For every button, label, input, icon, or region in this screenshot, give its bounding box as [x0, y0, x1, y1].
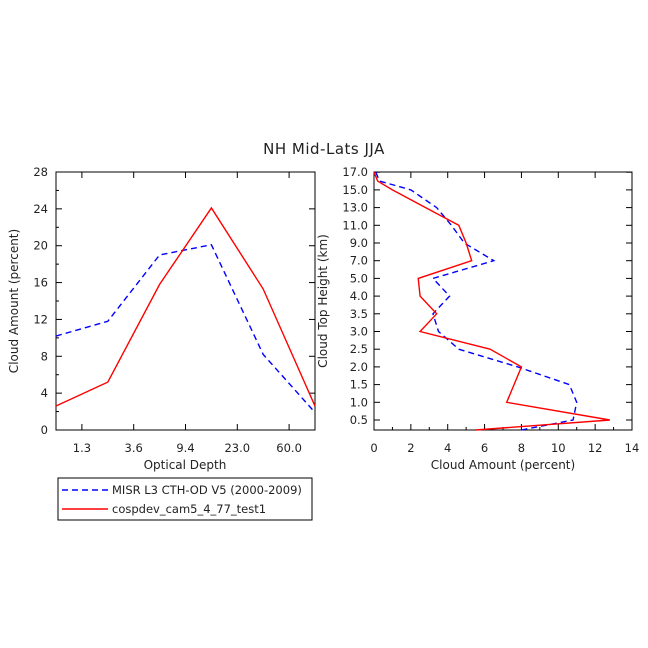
- right-series-line-cosp: [373, 171, 611, 431]
- right-y-tick-label: 11.0: [342, 218, 368, 232]
- left-y-tick-label: 28: [33, 165, 48, 179]
- right-y-tick-label: 7.0: [350, 254, 368, 268]
- right-y-tick-label: 1.0: [350, 395, 368, 409]
- right-y-tick-label: 13.0: [342, 201, 368, 215]
- left-y-tick-label: 0: [41, 423, 48, 437]
- right-x-axis-label: Cloud Amount (percent): [431, 458, 575, 472]
- right-y-tick-label: 2.0: [350, 360, 368, 374]
- right-x-tick-label: 12: [588, 441, 603, 455]
- right-y-tick-label: 0.5: [350, 413, 368, 427]
- right-x-tick-label: 2: [407, 441, 414, 455]
- right-y-tick-label: 15.0: [342, 183, 368, 197]
- left-y-tick-label: 4: [41, 386, 48, 400]
- chart-title: NH Mid-Lats JJA: [263, 140, 385, 158]
- left-y-tick-label: 20: [33, 239, 48, 253]
- right-y-tick-label: 17.0: [342, 165, 368, 179]
- right-x-tick-label: 14: [625, 441, 640, 455]
- right-panel: 0.5 1.0 1.5 2.0 2.5 3.0 3.5 4.0 5.0 7.0 9.0 11.0 13.…: [316, 165, 639, 472]
- left-y-tick-label: 16: [33, 276, 48, 290]
- right-y-tick-label: 1.5: [350, 378, 368, 392]
- left-x-axis-label: Optical Depth: [144, 458, 227, 472]
- left-x-tick-label: 3.6: [125, 441, 143, 455]
- left-series-line-misr: [55, 244, 316, 413]
- left-x-tick-label: 9.4: [176, 441, 194, 455]
- right-y-tick-label: 4.0: [350, 289, 368, 303]
- left-series-line-cosp: [55, 206, 316, 407]
- left-x-tick-label: 23.0: [224, 441, 250, 455]
- right-plot-frame: [373, 171, 633, 431]
- right-x-tick-label: 8: [518, 441, 525, 455]
- left-x-tick-label: 60.0: [276, 441, 302, 455]
- left-y-tick-label: 8: [41, 349, 48, 363]
- right-y-tick-label: 3.0: [350, 325, 368, 339]
- right-series-line-misr: [375, 171, 578, 431]
- left-y-tick-label: 24: [33, 202, 48, 216]
- left-plot-frame: [55, 171, 316, 431]
- right-y-tick-label: 9.0: [350, 236, 368, 250]
- legend-box: [57, 477, 313, 521]
- right-y-tick-label: 3.5: [350, 307, 368, 321]
- right-y-axis-label: Cloud Top Height (km): [316, 234, 330, 368]
- legend-label-misr: MISR L3 CTH-OD V5 (2000-2009): [112, 483, 302, 497]
- left-x-tick-label: 1.3: [73, 441, 91, 455]
- left-y-tick-label: 12: [33, 312, 48, 326]
- legend: MISR L3 CTH-OD V5 (2000-2009) cospdev_ca…: [57, 477, 313, 521]
- left-panel: 1.3 3.6 9.4 23.0 60.0 0 4 8 12 16 20 24 28 Optical D…: [7, 165, 316, 472]
- right-x-tick-label: 0: [370, 441, 377, 455]
- right-x-tick-label: 10: [551, 441, 566, 455]
- left-y-axis-label: Cloud Amount (percent): [7, 229, 21, 373]
- right-x-tick-label: 6: [481, 441, 488, 455]
- right-y-tick-label: 5.0: [350, 271, 368, 285]
- legend-label-cosp: cospdev_cam5_4_77_test1: [112, 502, 266, 516]
- right-y-tick-label: 2.5: [350, 342, 368, 356]
- right-x-tick-label: 4: [444, 441, 451, 455]
